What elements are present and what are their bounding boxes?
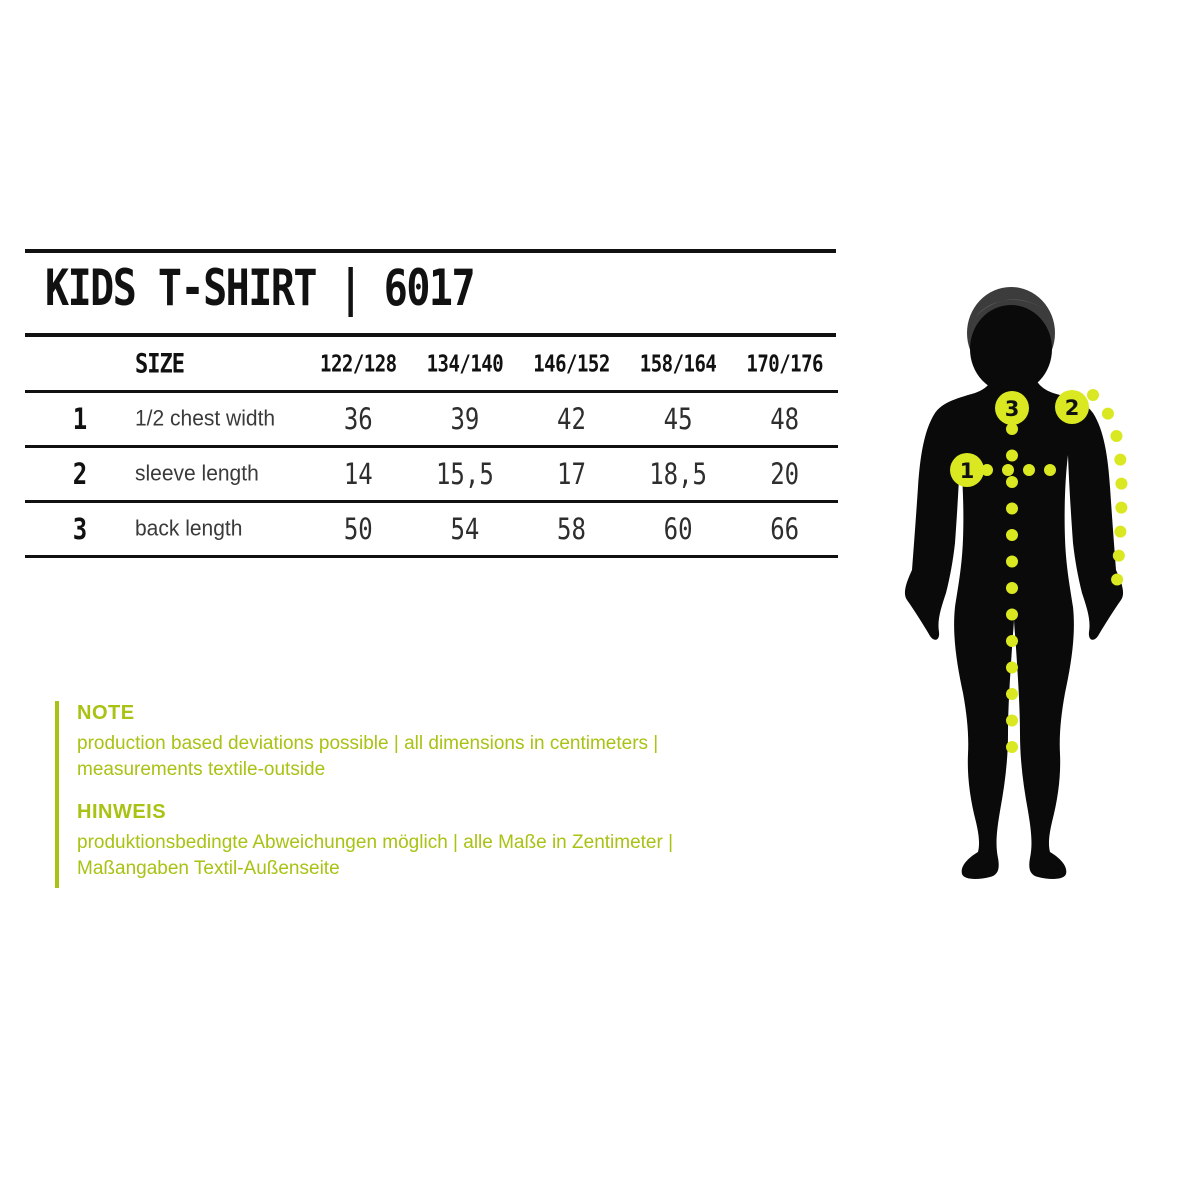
marker-3: 3 <box>995 391 1029 425</box>
value-cell: 50 <box>343 511 373 547</box>
table-row: 1 1/2 chest width 36 39 42 45 48 <box>25 393 838 448</box>
value-cell: 17 <box>557 456 586 492</box>
value-cell: 20 <box>770 456 800 492</box>
note-text-line: measurements textile-outside <box>77 759 326 780</box>
column-header: 122/128 <box>320 350 397 378</box>
column-header: 146/152 <box>533 350 610 378</box>
value-cell: 45 <box>663 401 693 437</box>
hinweis-text-line: Maßangaben Textil-Außenseite <box>77 858 340 879</box>
value-cell: 60 <box>663 511 693 547</box>
notes-accent-bar <box>55 701 59 888</box>
value-cell: 39 <box>450 401 480 437</box>
page-title: KIDS T-SHIRT | 6017 <box>45 259 476 318</box>
column-header: 170/176 <box>746 350 823 378</box>
size-column-header: SIZE <box>135 348 185 380</box>
value-cell: 18,5 <box>649 456 707 492</box>
value-cell: 54 <box>450 511 480 547</box>
table-row: 3 back length 50 54 58 60 66 <box>25 503 838 558</box>
marker-2: 2 <box>1055 390 1089 424</box>
note-block-en: NOTE production based deviations possibl… <box>77 702 727 783</box>
column-header: 134/140 <box>426 350 504 378</box>
hinweis-heading: HINWEIS <box>77 801 167 823</box>
row-number: 3 <box>72 511 88 547</box>
note-text-line: production based deviations possible | a… <box>77 733 659 754</box>
value-cell: 15,5 <box>435 456 494 492</box>
value-cell: 48 <box>770 401 800 437</box>
top-divider <box>25 249 836 253</box>
value-cell: 58 <box>557 511 586 547</box>
marker-1: 1 <box>950 453 984 487</box>
table-header-row: SIZE 122/128 134/140 146/152 158/164 170… <box>25 338 838 393</box>
size-table: SIZE 122/128 134/140 146/152 158/164 170… <box>25 338 838 558</box>
column-header: 158/164 <box>639 350 717 378</box>
row-number: 1 <box>72 401 88 437</box>
value-cell: 14 <box>343 456 373 492</box>
hair-highlight <box>975 299 1047 317</box>
row-label: 1/2 chest width <box>135 406 276 431</box>
title-divider <box>25 333 836 337</box>
marker-1-label: 1 <box>960 459 975 483</box>
sleeve-length-line <box>1087 389 1128 601</box>
marker-2-label: 2 <box>1065 396 1080 420</box>
note-heading: NOTE <box>77 702 135 724</box>
table-row: 2 sleeve length 14 15,5 17 18,5 20 <box>25 448 838 503</box>
value-cell: 66 <box>770 511 800 547</box>
note-block-de: HINWEIS produktionsbedingte Abweichungen… <box>77 801 727 882</box>
value-cell: 42 <box>557 401 586 437</box>
row-label: sleeve length <box>135 461 259 486</box>
hinweis-text-line: produktionsbedingte Abweichungen möglich… <box>77 832 674 853</box>
marker-3-label: 3 <box>1005 397 1020 421</box>
size-guide-figure: 1 2 3 <box>897 281 1153 891</box>
value-cell: 36 <box>343 401 373 437</box>
row-label: back length <box>135 516 243 541</box>
body-silhouette <box>904 365 1124 879</box>
row-number: 2 <box>72 456 88 492</box>
